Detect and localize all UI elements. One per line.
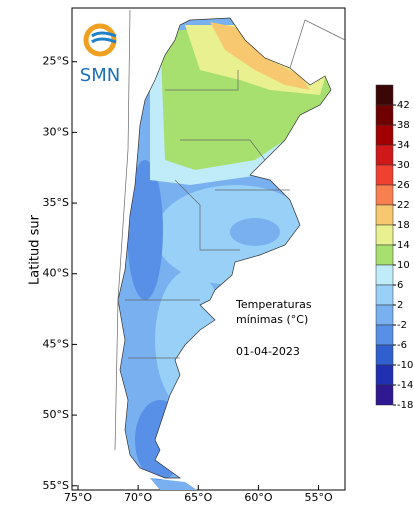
- y-axis-label: Latitud sur: [28, 214, 43, 285]
- colorbar-label: -2: [397, 320, 407, 331]
- lat-tick-label: 40°S: [43, 267, 69, 280]
- colorbar-box: [375, 384, 394, 406]
- colorbar-box: [375, 124, 394, 146]
- lat-tick-label: 55°S: [43, 479, 69, 492]
- annotation: Temperaturas: [235, 298, 312, 311]
- lat-tick-label: 50°S: [43, 408, 69, 421]
- colorbar-label: 6: [397, 280, 403, 291]
- colorbar-box: [375, 284, 394, 306]
- colorbar-box: [375, 144, 394, 166]
- colorbar-label: 34: [397, 140, 410, 151]
- colorbar-label: 22: [397, 200, 410, 211]
- colorbar-box: [375, 84, 394, 106]
- logo-text: SMN: [80, 65, 120, 86]
- lon-tick-label: 70°O: [124, 491, 152, 504]
- colorbar-box: [375, 104, 394, 126]
- colorbar-box: [375, 184, 394, 206]
- annotation: mínimas (°C): [236, 313, 308, 326]
- lon-tick-label: 75°O: [64, 491, 92, 504]
- colorbar-label: 42: [397, 100, 410, 111]
- annotation: 01-04-2023: [236, 345, 300, 358]
- colorbar-box: [375, 324, 394, 346]
- borders: [114, 9, 346, 479]
- smn-logo: SMN: [80, 23, 120, 86]
- colorbar-label: 30: [397, 160, 410, 171]
- colorbar-box: [375, 224, 394, 246]
- colorbar-box: [375, 164, 394, 186]
- colorbar-box: [375, 364, 394, 386]
- lat-tick-label: 35°S: [43, 196, 69, 209]
- lat-tick-label: 30°S: [43, 125, 69, 138]
- colorbar-label: 2: [397, 300, 403, 311]
- colorbar-label: 10: [397, 260, 410, 271]
- lon-tick-label: 55°O: [304, 491, 332, 504]
- lon-tick-label: 60°O: [244, 491, 272, 504]
- lat-tick-label: 45°S: [43, 337, 69, 350]
- colorbar-box: [375, 244, 394, 266]
- colorbar-label: 38: [397, 120, 410, 131]
- colorbar-label: -18: [397, 400, 413, 411]
- colorbar-label: -10: [397, 360, 413, 371]
- colorbar-label: 26: [397, 180, 410, 191]
- lat-tick-label: 25°S: [43, 55, 69, 68]
- colorbar-box: [375, 204, 394, 226]
- colorbar-label: 14: [397, 240, 410, 251]
- lon-tick-label: 65°O: [184, 491, 212, 504]
- colorbar-box: [375, 304, 394, 326]
- colorbar-label: -6: [397, 340, 407, 351]
- colorbar-box: [375, 264, 394, 286]
- colorbar-box: [375, 344, 394, 366]
- colorbar-label: 18: [397, 220, 410, 231]
- colorbar-label: -14: [397, 380, 413, 391]
